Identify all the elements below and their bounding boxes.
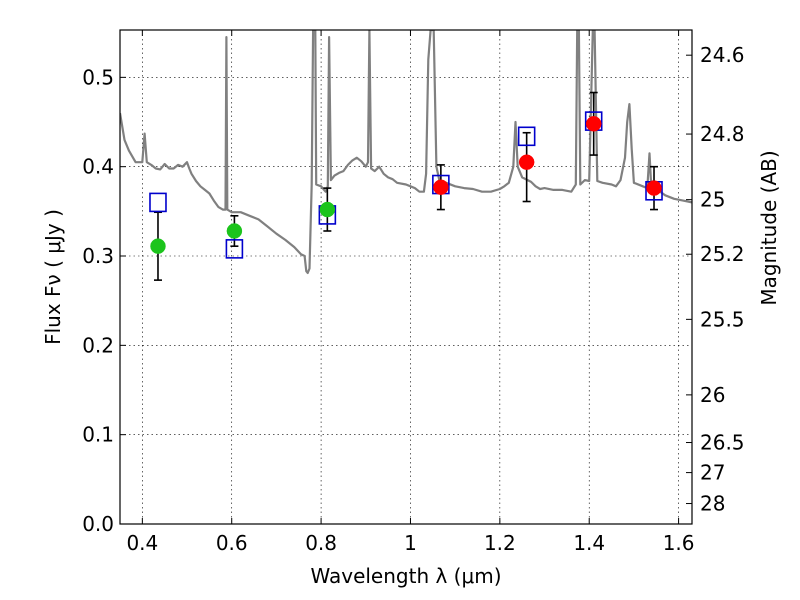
y-tick-label: 0.2 [82,333,114,357]
plot-frame [119,29,693,525]
mag-tick-label: 25.2 [700,242,745,266]
model-point [517,126,536,147]
x-tick-label: 1 [404,531,417,555]
observed-point [226,223,243,239]
y-tick-label: 0.1 [82,423,114,447]
x-tick-label: 0.4 [126,531,158,555]
observed-point [585,116,602,132]
x-tick-label: 0.8 [305,531,337,555]
axis-ticks: 0.4 0.6 0.8 1 1.2 1.4 1.6 0.0 0.1 0.2 0.3 0.4 0.5 24.… [82,30,745,555]
y-axis-label: Flux Fν ( μJy ) [41,209,65,345]
observed-point [319,201,336,218]
y-tick-label: 0.5 [82,65,114,89]
mag-tick-label: 24.8 [700,122,745,146]
mag-tick-label: 28 [700,492,725,516]
observed-points [150,116,662,254]
model-point [149,192,167,213]
x-tick-label: 1.4 [573,531,605,555]
model-points [149,111,663,259]
x-axis-label: Wavelength λ (μm) [310,564,501,588]
observed-point [518,154,535,170]
y-tick-label: 0.3 [82,244,114,268]
error-bars [153,91,659,281]
y2-axis-label: Magnitude (AB) [757,150,781,305]
y-tick-label: 0.4 [82,155,114,179]
mag-tick-label: 25.5 [700,307,745,331]
x-tick-label: 1.6 [663,531,695,555]
observed-point [150,238,166,254]
observed-point [433,179,449,195]
x-tick-label: 0.6 [216,531,248,555]
observed-point [646,180,662,196]
x-tick-label: 1.2 [484,531,516,555]
mag-tick-label: 26 [700,383,725,407]
mag-tick-label: 26.5 [700,431,745,455]
mag-tick-label: 25 [700,188,725,212]
model-point [225,239,244,259]
mag-tick-label: 24.6 [700,43,745,67]
mag-tick-label: 27 [700,461,725,485]
y-tick-label: 0.0 [82,512,114,536]
